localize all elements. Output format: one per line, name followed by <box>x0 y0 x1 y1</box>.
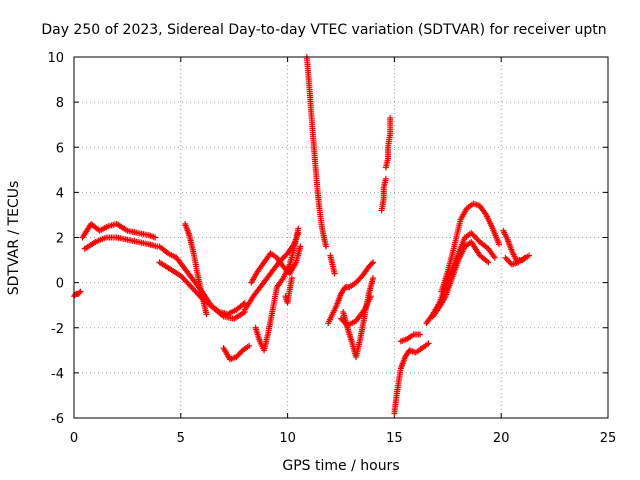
data-point <box>288 275 295 282</box>
y-tick-label: 6 <box>56 141 64 156</box>
y-tick-label: -6 <box>51 412 64 427</box>
data-point <box>370 275 377 282</box>
x-tick-label: 0 <box>70 431 78 446</box>
grid-lines <box>74 57 608 418</box>
data-point <box>417 331 424 338</box>
y-tick-label: 0 <box>56 277 64 292</box>
axis-ticks: 0 5 10 15 20 25 -6 -4 -2 0 2 4 6 8 10 <box>47 51 616 446</box>
y-axis-label: SDTVAR / TECUs <box>6 181 22 296</box>
data-point <box>425 340 432 347</box>
data-points <box>71 54 532 417</box>
data-point <box>368 260 375 267</box>
data-point <box>382 175 389 182</box>
data-point <box>152 234 159 241</box>
x-tick-label: 5 <box>177 431 185 446</box>
data-point <box>367 293 374 300</box>
plot-frame <box>73 56 609 419</box>
y-tick-label: -4 <box>51 367 64 382</box>
data-point <box>295 225 302 232</box>
y-tick-label: 10 <box>47 51 64 66</box>
data-point <box>387 114 394 121</box>
data-point <box>496 241 503 248</box>
data-point <box>521 254 528 261</box>
y-tick-label: 2 <box>56 232 64 247</box>
data-point <box>525 252 532 259</box>
data-point <box>323 243 330 250</box>
data-point <box>297 243 304 250</box>
y-tick-label: 4 <box>56 186 64 201</box>
x-tick-label: 15 <box>386 431 403 446</box>
chart-title: Day 250 of 2023, Sidereal Day-to-day VTE… <box>41 22 606 38</box>
x-axis-label: GPS time / hours <box>282 458 399 474</box>
x-tick-label: 25 <box>600 431 617 446</box>
y-tick-label: 8 <box>56 96 64 111</box>
data-point <box>76 289 83 296</box>
data-point <box>203 311 210 318</box>
data-point <box>77 288 84 295</box>
x-tick-label: 20 <box>493 431 510 446</box>
data-point <box>485 259 492 266</box>
data-point <box>331 270 338 277</box>
data-point <box>370 259 377 266</box>
y-tick-label: -2 <box>51 322 64 337</box>
data-point <box>246 342 253 349</box>
x-tick-label: 10 <box>279 431 296 446</box>
data-point <box>491 254 498 261</box>
